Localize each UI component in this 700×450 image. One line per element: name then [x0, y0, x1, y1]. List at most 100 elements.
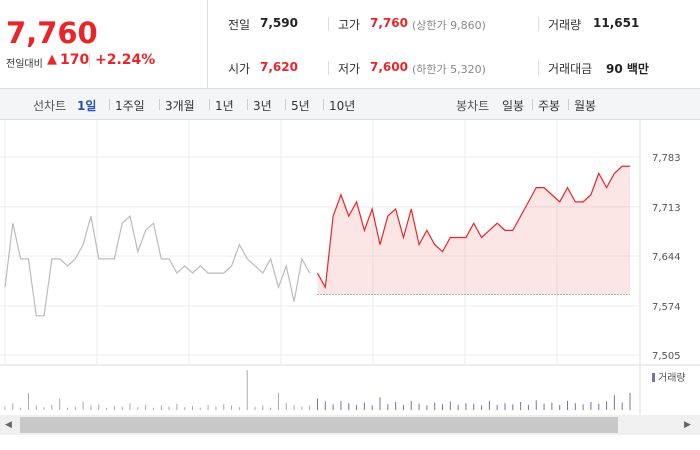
stat-label: 전일	[228, 18, 251, 32]
volume-bar	[254, 406, 256, 410]
stat-value: 7,620	[260, 60, 298, 74]
volume-bar	[567, 400, 568, 410]
stat-label: 거래대금	[548, 62, 593, 76]
volume-bar	[4, 406, 6, 410]
volume-bar	[152, 407, 154, 410]
stat-value: 11,651	[593, 16, 640, 30]
volume-bar	[137, 407, 139, 410]
y-tick-label: 7,574	[652, 302, 681, 313]
price-box: 7,760 전일대비 ▲ 170 +2.24%	[0, 0, 208, 88]
candle-chart-label: 봉차트	[456, 99, 490, 113]
period-tab[interactable]: 3년	[253, 99, 272, 113]
volume-bar	[356, 404, 358, 410]
stat-value: 7,760	[370, 16, 408, 30]
area	[317, 166, 630, 295]
divider	[538, 61, 539, 75]
volume-bar	[215, 406, 217, 410]
volume-bar	[340, 400, 342, 410]
volume-bar	[387, 404, 389, 410]
line-chart-label: 선차트	[33, 99, 67, 113]
volume-bar	[551, 402, 553, 410]
divider	[538, 17, 539, 31]
volume-bar	[82, 401, 84, 410]
volume-bar	[160, 405, 162, 410]
volume-bar	[168, 406, 170, 410]
divider	[285, 99, 286, 110]
divider	[159, 99, 160, 110]
volume-bar	[598, 403, 600, 410]
volume-bar	[90, 405, 92, 410]
volume-bar	[262, 405, 264, 410]
divider	[323, 99, 324, 110]
change-label: 전일대비	[6, 59, 43, 70]
stat-value: 7,600	[370, 60, 408, 74]
stat-value: 90 백만	[606, 62, 649, 76]
period-tab[interactable]: 1주일	[115, 99, 145, 113]
volume-bar	[332, 404, 334, 410]
period-tab[interactable]: 1년	[215, 99, 234, 113]
y-tick-label: 7,505	[652, 351, 681, 362]
period-tab[interactable]: 10년	[329, 99, 356, 113]
volume-bar	[270, 407, 272, 410]
volume-bar	[231, 405, 233, 410]
volume-bar	[512, 404, 514, 410]
volume-bar	[488, 400, 490, 410]
divider	[532, 99, 533, 110]
volume-bar	[27, 392, 29, 410]
volume-bar	[535, 400, 537, 410]
volume-bar	[527, 404, 529, 410]
volume-bar	[145, 404, 147, 410]
scroll-thumb[interactable]	[20, 417, 618, 433]
chart: 7,783 7,713 7,644 7,574 7,505 거래량	[0, 120, 700, 415]
volume-bar	[51, 404, 53, 410]
scroll-left[interactable]: ◀	[5, 420, 12, 430]
period-tab[interactable]: 1일	[77, 99, 97, 113]
y-tick-label: 7,713	[652, 203, 681, 214]
up-icon: ▲	[47, 52, 57, 67]
volume-bar	[113, 406, 115, 410]
scrollbar[interactable]: ◀ ▶	[0, 415, 700, 435]
volume-bar	[35, 405, 37, 410]
volume-bar	[449, 401, 451, 410]
volume-bar	[582, 404, 584, 410]
volume-bar	[106, 407, 108, 410]
volume-bar	[43, 407, 45, 410]
line	[4, 214, 311, 317]
period-tab[interactable]: 3개월	[165, 99, 195, 113]
volume-bar	[74, 406, 76, 410]
volume-bar	[496, 404, 498, 410]
scroll-right[interactable]: ▶	[684, 420, 691, 430]
line	[316, 165, 630, 290]
divider	[89, 54, 90, 68]
volume-bar	[207, 404, 209, 410]
volume-bar	[465, 403, 467, 410]
volume-bar	[129, 403, 131, 410]
stat-label: 고가	[338, 18, 361, 32]
volume-bar	[457, 404, 459, 410]
volume-bar	[481, 405, 483, 410]
divider	[328, 17, 329, 31]
volume-bar	[176, 403, 178, 410]
candle-tab[interactable]: 월봉	[574, 99, 597, 113]
volume-bar	[590, 402, 592, 410]
volume-bar	[348, 403, 350, 410]
divider	[247, 99, 248, 110]
volume-bar	[324, 401, 326, 410]
divider	[109, 99, 110, 110]
volume-bar	[309, 405, 311, 410]
volume-bar	[434, 402, 436, 410]
volume-bar	[402, 404, 404, 410]
volume-bar	[121, 406, 123, 410]
candle-tab[interactable]: 일봉	[502, 99, 525, 113]
stat-label: 저가	[338, 62, 361, 76]
period-tab[interactable]: 5년	[291, 99, 310, 113]
volume-bar	[199, 407, 201, 410]
legend-swatch	[652, 373, 655, 382]
candle-tab[interactable]: 주봉	[538, 99, 561, 113]
volume-bar	[98, 404, 100, 410]
price: 7,760	[6, 16, 98, 50]
volume-bar	[621, 402, 623, 410]
change: 170	[60, 52, 90, 68]
tab-bar: 선차트 1일 1주일 3개월 1년 3년 5년 10년 봉차트 일봉 주봉 월봉	[0, 89, 700, 120]
volume-bar	[606, 401, 608, 410]
